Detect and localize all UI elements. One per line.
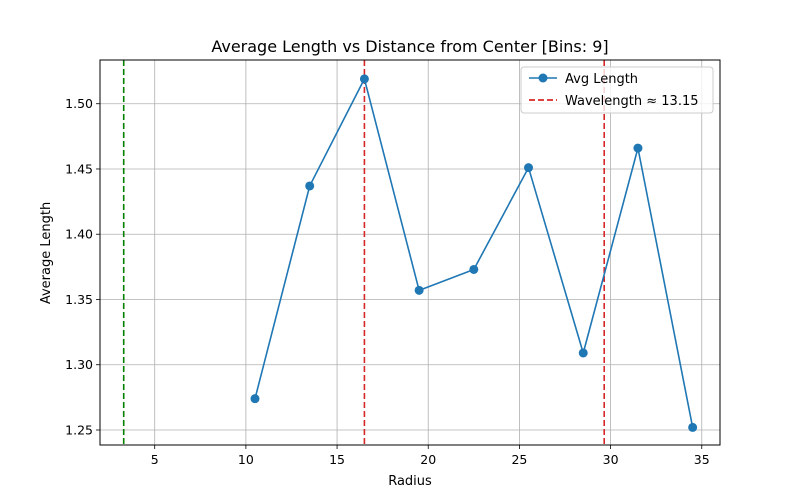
data-point — [305, 181, 315, 191]
data-point — [469, 264, 479, 274]
data-point — [578, 348, 588, 358]
x-tick-label: 15 — [329, 452, 345, 467]
data-point — [250, 394, 260, 404]
legend-label-wavelength: Wavelength ≈ 13.15 — [565, 94, 699, 109]
series-layer — [250, 74, 698, 432]
x-tick-label: 30 — [603, 452, 619, 467]
vertical-reference-lines — [122, 60, 606, 445]
y-axis-ticks: 1.25 1.30 1.35 1.40 1.45 1.50 — [65, 96, 100, 437]
y-tick-label: 1.45 — [65, 161, 93, 176]
legend: Avg Length Wavelength ≈ 13.15 — [520, 66, 714, 114]
y-tick-label: 1.40 — [65, 227, 93, 242]
data-point — [359, 74, 369, 84]
y-tick-label: 1.50 — [65, 96, 93, 111]
x-axis-label: Radius — [388, 474, 432, 489]
legend-box — [520, 66, 714, 114]
legend-label-avg-length: Avg Length — [565, 72, 638, 87]
y-tick-label: 1.30 — [65, 357, 93, 372]
y-tick-label: 1.25 — [65, 422, 93, 437]
x-tick-label: 10 — [238, 452, 254, 467]
x-tick-label: 35 — [694, 452, 710, 467]
data-point — [414, 285, 424, 295]
y-tick-label: 1.35 — [65, 292, 93, 307]
x-tick-label: 5 — [151, 452, 159, 467]
y-axis-label: Average Length — [39, 202, 54, 304]
legend-marker-avg-length — [538, 73, 548, 83]
x-tick-label: 25 — [511, 452, 527, 467]
x-axis-ticks: 5 10 15 20 25 30 35 — [151, 445, 710, 467]
data-point — [688, 422, 698, 432]
chart-title: Average Length vs Distance from Center [… — [211, 37, 608, 56]
data-point — [524, 163, 534, 173]
plot-frame — [99, 59, 721, 446]
data-point — [633, 143, 643, 153]
grid — [100, 60, 720, 445]
x-tick-label: 20 — [420, 452, 436, 467]
